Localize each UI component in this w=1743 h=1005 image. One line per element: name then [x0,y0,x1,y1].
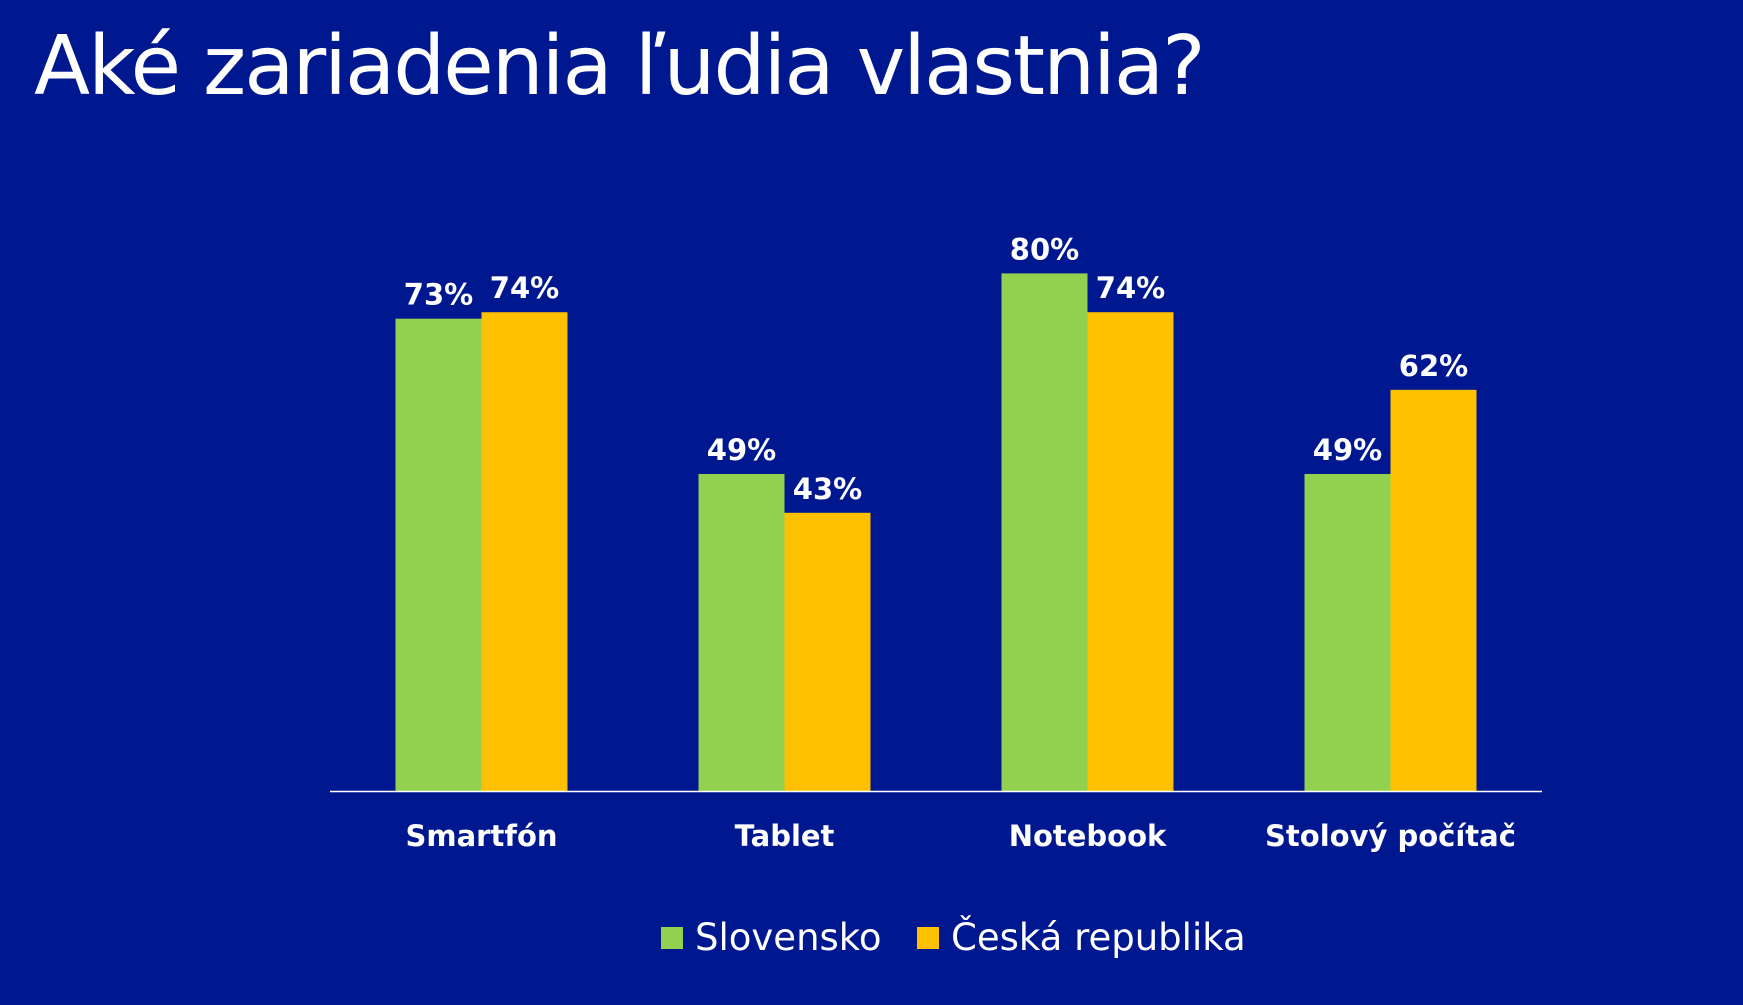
data-label-slovensko-smartfon: 73% [404,278,473,312]
bar-slovensko-stolovy-pocitac [1304,473,1391,791]
bar-ceska-republika-tablet [784,512,871,791]
legend-label-ceska-republika: Česká republika [951,915,1246,959]
category-label-notebook: Notebook [1009,819,1167,853]
category-labels: Smartfón Tablet Notebook Stolový počítač [405,819,1515,853]
data-label-slovensko-notebook: 80% [1010,232,1079,266]
legend: Slovensko Česká republika [661,915,1246,959]
category-label-tablet: Tablet [735,819,835,853]
legend-swatch-slovensko [661,927,683,949]
bar-slovensko-notebook [1001,273,1088,791]
bar-ceska-republika-notebook [1087,312,1174,791]
category-label-stolovy-pocitac: Stolový počítač [1265,819,1516,853]
legend-label-slovensko: Slovensko [695,916,882,959]
data-label-ceska-republika-notebook: 74% [1096,271,1165,305]
category-label-smartfon: Smartfón [405,819,557,853]
data-label-slovensko-tablet: 49% [707,433,776,467]
legend-swatch-ceska-republika [917,927,939,949]
bar-ceska-republika-stolovy-pocitac [1390,389,1477,791]
data-label-slovensko-stolovy-pocitac: 49% [1313,433,1382,467]
page-title: Aké zariadenia ľudia vlastnia? [34,19,1206,114]
data-label-ceska-republika-stolovy-pocitac: 62% [1399,349,1468,383]
data-label-ceska-republika-tablet: 43% [793,472,862,506]
bar-slovensko-tablet [698,473,785,791]
bars-group: 73% 74% 49% 43% 80% 74% 49% 62% [395,232,1477,791]
data-label-ceska-republika-smartfon: 74% [490,271,559,305]
bar-slovensko-smartfon [395,318,482,791]
bar-ceska-republika-smartfon [481,312,568,791]
